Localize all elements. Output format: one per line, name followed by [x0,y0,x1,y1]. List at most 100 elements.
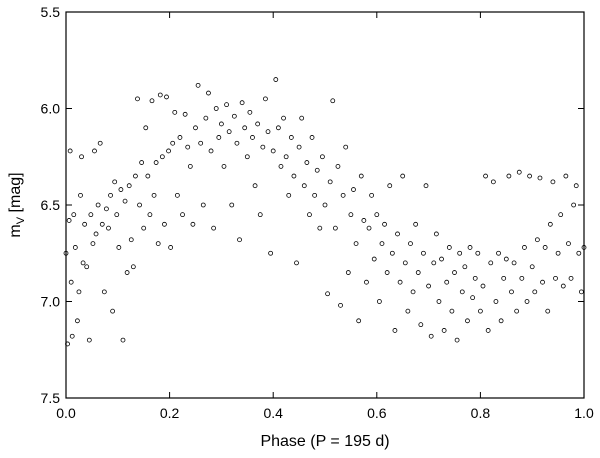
data-point [157,92,163,98]
data-point [149,98,155,104]
data-point [195,82,201,88]
data-point [130,264,136,270]
data-point [459,289,465,295]
data-point [542,245,548,250]
data-point [216,135,222,140]
data-point [198,140,204,146]
data-point [498,318,504,324]
data-point [361,218,367,223]
data-point [371,256,377,262]
data-point [540,279,545,285]
data-point [550,179,556,185]
data-point [327,179,333,185]
data-point [226,129,232,135]
data-point [82,221,88,227]
y-label-main: m [7,224,24,237]
data-point [307,212,312,218]
data-point [244,154,250,160]
data-point [506,173,512,179]
data-point [576,250,582,256]
data-point [480,283,486,289]
data-point [389,250,395,256]
data-point [338,302,343,308]
data-point [206,90,211,96]
data-point [122,198,128,204]
data-point [208,148,214,154]
data-point [555,250,561,256]
data-point [118,187,124,192]
data-point [545,308,551,314]
data-point [283,154,289,160]
data-point [278,163,284,169]
y-axis-label: mV [mag] [7,172,27,237]
data-point [190,221,196,227]
data-point [431,260,437,266]
data-point [340,192,346,198]
data-point [560,283,566,289]
data-point [133,173,138,179]
data-point [524,299,530,304]
data-point [180,212,185,218]
data-point [356,318,362,324]
data-point [426,283,432,289]
data-point [71,212,77,218]
data-point [213,106,219,111]
data-point [452,270,457,275]
data-point [139,160,145,165]
data-point [441,328,447,333]
data-point [135,96,140,102]
data-point [66,218,72,223]
data-point [177,135,183,140]
data-point [309,135,315,140]
data-point [84,264,90,270]
data-point [444,279,450,285]
data-point [250,135,255,140]
data-point [483,173,488,179]
data-point [110,308,116,314]
data-point [353,241,359,247]
data-point [472,275,478,281]
data-point [312,192,318,198]
data-point [273,77,279,82]
data-point [203,115,209,121]
data-point [288,135,294,140]
data-point [260,144,266,150]
y-tick-label: 5.5 [41,4,61,20]
data-point [351,187,356,192]
data-point [413,221,419,227]
data-point [93,231,99,237]
x-tick-label: 0.4 [263,405,283,421]
data-point [317,225,323,231]
data-point [537,175,543,181]
data-point [224,102,229,108]
data-point [211,225,217,231]
data-point [296,144,302,150]
data-point [239,100,245,106]
data-point [252,183,258,189]
data-point [145,173,151,179]
data-point [522,245,527,250]
data-point [503,256,509,262]
data-point [534,237,540,243]
x-tick-label: 0.6 [367,405,387,421]
data-point [527,173,533,179]
data-point [128,237,134,243]
data-point [470,295,476,301]
data-point [374,212,380,218]
data-point [76,289,82,295]
data-point [257,212,263,218]
data-point [299,115,305,121]
data-point [182,111,188,117]
data-point [247,109,253,115]
data-point [519,275,525,281]
data-point [379,241,385,247]
data-point [200,202,206,208]
data-point [147,212,153,218]
data-point [488,260,494,266]
data-point [151,192,157,198]
data-point [384,270,390,275]
data-point [465,318,470,324]
data-point [218,121,224,127]
data-point [88,212,94,218]
data-point [325,291,330,297]
